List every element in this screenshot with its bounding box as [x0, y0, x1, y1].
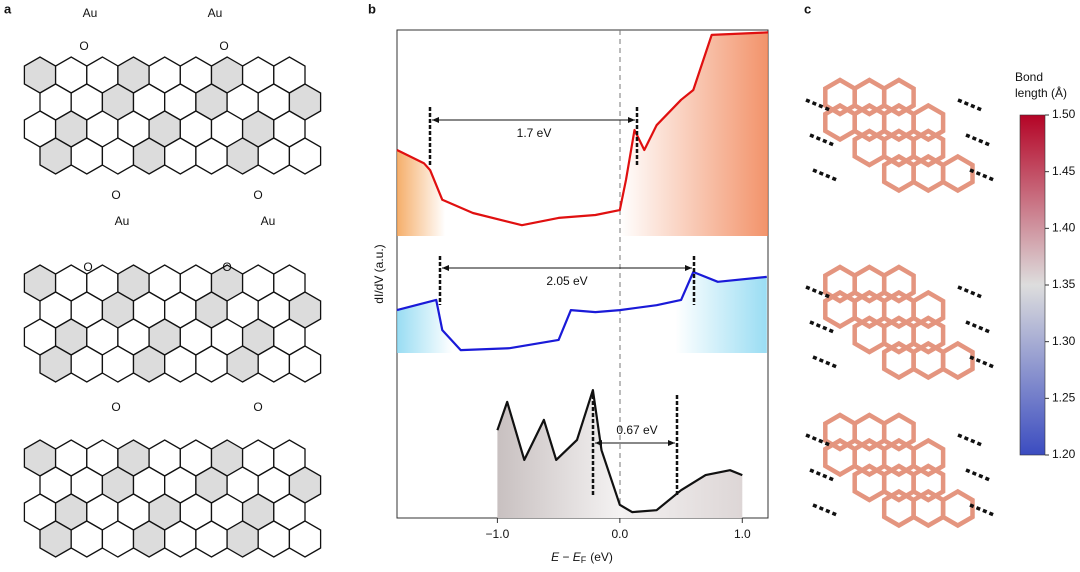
x-axis-label-part: (eV)	[590, 550, 613, 564]
hexagon	[911, 102, 946, 143]
colorbar: Bond length (Å) 1.50 1.45 1.40 1.35 1.30 1.25…	[1015, 70, 1076, 461]
hexagon	[881, 77, 916, 117]
atom-label: Au	[261, 214, 276, 228]
atom-label: Au	[208, 6, 223, 20]
colorbar-gradient	[1019, 114, 1046, 456]
atom-label: O	[219, 39, 228, 53]
colorbar-tick-label: 1.50	[1052, 107, 1076, 121]
bond-stub	[969, 168, 995, 182]
colorbar-tick-label: 1.30	[1052, 334, 1076, 348]
atom-label: O	[83, 260, 92, 274]
colorbar-title: Bond	[1015, 70, 1043, 84]
hexagon	[823, 102, 857, 143]
hexagon	[940, 153, 975, 194]
bond-stub	[809, 468, 835, 482]
chart: −1.0 0.0 1.0 E − EF (eV) dI/dV (a.u.) 1.7 eV 2.…	[372, 29, 769, 565]
bond-stub	[965, 468, 991, 482]
panel-label: b	[368, 1, 376, 16]
bond-stub	[805, 433, 831, 447]
gap-label: 1.7 eV	[517, 126, 552, 140]
atom-label: O	[111, 188, 120, 202]
bond-stub	[812, 355, 838, 369]
bond-stub	[812, 168, 838, 182]
hexagon	[940, 340, 975, 381]
colorbar-tick-label: 1.45	[1052, 164, 1076, 178]
hexagon	[881, 264, 916, 304]
bond-stub	[805, 98, 831, 112]
bond-stub	[969, 503, 995, 517]
gap-label: 0.67 eV	[616, 423, 657, 437]
y-axis-label: dI/dV (a.u.)	[372, 244, 386, 303]
x-axis-label-part: E − E	[551, 550, 582, 564]
hexagon	[881, 153, 916, 194]
bond-stub	[965, 133, 991, 147]
atom-label: O	[253, 188, 262, 202]
bond-stub	[969, 355, 995, 369]
hexagon	[911, 463, 946, 503]
hexagon	[911, 128, 946, 168]
hexagon	[823, 289, 857, 330]
bond-stub	[812, 503, 838, 517]
hexagon	[881, 412, 916, 452]
atom-label: O	[253, 400, 262, 414]
hexagon	[881, 488, 916, 529]
colorbar-tick-label: 1.20	[1052, 447, 1076, 461]
spectrum-line	[396, 31, 769, 227]
bond-stub	[957, 433, 983, 447]
gap-label: 2.05 eV	[546, 274, 587, 288]
hexagon	[288, 345, 322, 383]
spectrum-line	[496, 389, 743, 514]
bond-stub	[805, 285, 831, 299]
hexagon	[823, 437, 857, 478]
atom-label: O	[79, 39, 88, 53]
colorbar-tick-label: 1.40	[1052, 221, 1076, 235]
hexagon	[911, 315, 946, 355]
colorbar-tick-label: 1.35	[1052, 277, 1076, 291]
hexagon	[288, 520, 322, 558]
hexagon	[852, 315, 887, 355]
atom-label: O	[111, 400, 120, 414]
x-tick-label: 1.0	[734, 527, 751, 541]
atom-label: Au	[115, 214, 130, 228]
spectrum-fill	[397, 32, 768, 237]
hexagon	[911, 153, 946, 194]
bond-stub	[957, 285, 983, 299]
spectrum-fill	[397, 272, 767, 353]
atom-label: Au	[83, 6, 98, 20]
hexagon	[940, 488, 975, 529]
hexagon	[911, 437, 946, 478]
hexagon	[881, 340, 916, 381]
x-tick-label: −1.0	[486, 527, 510, 541]
panel-label: c	[804, 1, 811, 16]
hexagon	[852, 128, 887, 168]
atom-label: O	[222, 260, 231, 274]
hexagon	[911, 340, 946, 381]
hexagon	[288, 137, 322, 175]
panel-label: a	[4, 1, 12, 16]
x-tick-label: 0.0	[612, 527, 629, 541]
hexagon	[911, 289, 946, 330]
bond-stub	[957, 98, 983, 112]
bond-stub	[809, 320, 835, 334]
hexagon	[911, 488, 946, 529]
x-axis-label: E − EF (eV)	[551, 550, 613, 565]
spectrum-line	[396, 270, 767, 352]
x-axis-label-part: F	[581, 555, 587, 565]
spectrum-fill	[497, 390, 743, 518]
bond-stub	[809, 133, 835, 147]
molecules: Au Au Au Au O O O O O O O O	[23, 6, 995, 558]
bond-stub	[965, 320, 991, 334]
colorbar-tick-label: 1.25	[1052, 391, 1076, 405]
hexagon	[852, 463, 887, 503]
colorbar-title: length (Å)	[1015, 85, 1067, 100]
